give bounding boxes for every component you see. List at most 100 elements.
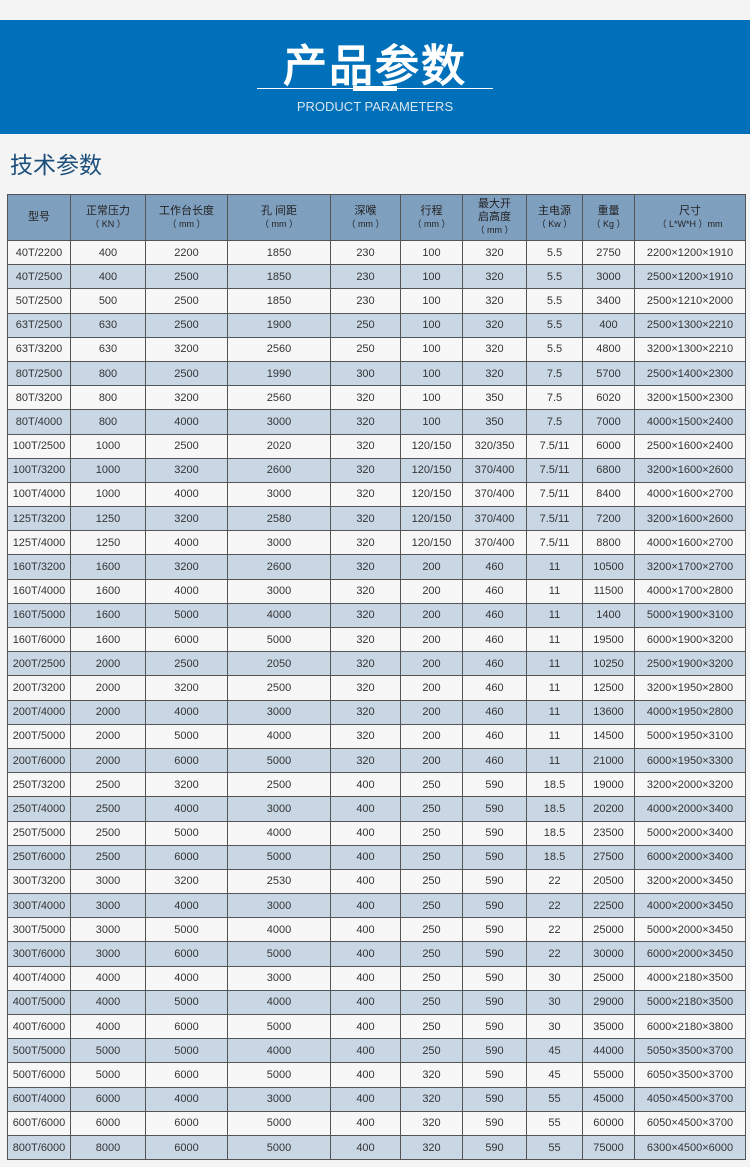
table-cell: 320 xyxy=(462,239,527,266)
table-cell: 3000 xyxy=(70,868,146,895)
table-cell: 30000 xyxy=(582,941,635,967)
table-cell: 11 xyxy=(526,651,583,677)
table-cell: 4000 xyxy=(145,796,228,822)
table-cell: 2500 xyxy=(227,772,331,798)
table-cell: 120/150 xyxy=(400,481,463,508)
table-cell: 1400 xyxy=(582,602,635,629)
table-cell: 8800 xyxy=(582,530,635,556)
table-row: 100T/2500 1000 2500 2020 320 120/150 320/350 7.… xyxy=(7,433,746,459)
table-cell: 250 xyxy=(400,868,463,895)
table-cell: 370/400 xyxy=(462,530,527,556)
table-cell: 1900 xyxy=(227,312,331,338)
column-header-unit: （ mm ） xyxy=(167,218,206,229)
table-cell: 3200 xyxy=(145,336,228,362)
table-cell: 2020 xyxy=(227,433,331,459)
table-cell: 250T/5000 xyxy=(7,820,71,846)
column-header-unit: （ mm ） xyxy=(475,225,514,235)
table-cell: 55 xyxy=(526,1134,583,1161)
table-cell: 400 xyxy=(330,965,401,991)
table-cell: 5000 xyxy=(227,941,331,967)
table-row: 160T/4000 1600 4000 3000 320 200 460 11 11500 400… xyxy=(7,578,746,604)
table-cell: 400 xyxy=(330,941,401,967)
table-cell: 250 xyxy=(400,1013,463,1040)
table-cell: 200T/2500 xyxy=(7,651,71,677)
table-row: 800T/6000 8000 6000 5000 400 320 590 55 75000 630… xyxy=(7,1134,746,1161)
table-cell: 200 xyxy=(400,675,463,701)
column-header: 主电源（ Kw ） xyxy=(526,194,583,241)
table-cell: 230 xyxy=(330,264,401,290)
table-cell: 100T/2500 xyxy=(7,433,71,459)
table-cell: 250 xyxy=(330,336,401,362)
table-cell: 4000 xyxy=(145,578,228,604)
table-cell: 3000 xyxy=(227,409,331,435)
table-cell: 800 xyxy=(70,360,146,387)
table-cell: 5000 xyxy=(70,1038,146,1064)
table-cell: 7.5 xyxy=(526,409,583,435)
table-cell: 4000 xyxy=(145,1086,228,1112)
table-row: 125T/4000 1250 4000 3000 320 120/150 370/400 7.… xyxy=(7,530,746,556)
table-cell: 590 xyxy=(462,844,527,870)
table-cell: 200 xyxy=(400,602,463,629)
table-cell: 460 xyxy=(462,626,527,653)
table-cell: 200 xyxy=(400,651,463,677)
table-cell: 23500 xyxy=(582,820,635,846)
table-cell: 320 xyxy=(330,699,401,725)
table-cell: 35000 xyxy=(582,1013,635,1040)
table-cell: 2200 xyxy=(145,239,228,266)
table-cell: 160T/3200 xyxy=(7,554,71,580)
table-row: 300T/4000 3000 4000 3000 400 250 590 22 22500 400… xyxy=(7,893,746,919)
table-cell: 4000 xyxy=(227,989,331,1016)
table-row: 40T/2500 400 2500 1850 230 100 320 5.5 3000 2500×… xyxy=(7,264,746,290)
table-cell: 6000×2000×3400 xyxy=(634,844,746,870)
table-cell: 100 xyxy=(400,239,463,266)
table-cell: 4000 xyxy=(145,481,228,508)
table-cell: 30 xyxy=(526,965,583,991)
table-cell: 40T/2500 xyxy=(7,264,71,290)
table-cell: 250 xyxy=(400,820,463,846)
table-cell: 3000 xyxy=(227,893,331,919)
table-cell: 2500 xyxy=(145,651,228,677)
table-cell: 400 xyxy=(330,893,401,919)
table-cell: 350 xyxy=(462,409,527,435)
table-cell: 10250 xyxy=(582,651,635,677)
table-cell: 400 xyxy=(330,989,401,1016)
table-cell: 460 xyxy=(462,675,527,701)
table-cell: 400 xyxy=(330,1086,401,1112)
table-cell: 6000 xyxy=(145,747,228,774)
table-cell: 590 xyxy=(462,917,527,943)
table-cell: 4050×4500×3700 xyxy=(634,1086,746,1112)
table-cell: 6000 xyxy=(145,626,228,653)
table-cell: 2000 xyxy=(70,651,146,677)
table-cell: 5000×2000×3400 xyxy=(634,820,746,846)
table-cell: 55 xyxy=(526,1110,583,1136)
table-cell: 590 xyxy=(462,868,527,895)
table-cell: 800 xyxy=(70,385,146,411)
table-cell: 1850 xyxy=(227,288,331,314)
table-cell: 6000 xyxy=(145,1062,228,1088)
table-cell: 300T/5000 xyxy=(7,917,71,943)
table-cell: 1850 xyxy=(227,239,331,266)
table-cell: 800T/6000 xyxy=(7,1134,71,1161)
table-cell: 460 xyxy=(462,699,527,725)
column-header-label: 型号 xyxy=(28,211,50,223)
table-cell: 630 xyxy=(70,312,146,338)
table-cell: 200T/4000 xyxy=(7,699,71,725)
table-cell: 120/150 xyxy=(400,506,463,532)
column-header: 深喉（ mm ） xyxy=(330,194,401,241)
table-cell: 590 xyxy=(462,1086,527,1112)
table-cell: 6000×2180×3800 xyxy=(634,1013,746,1040)
table-cell: 22 xyxy=(526,941,583,967)
table-cell: 590 xyxy=(462,820,527,846)
column-header-label: 重量 xyxy=(597,204,620,217)
table-cell: 460 xyxy=(462,747,527,774)
table-cell: 5000 xyxy=(227,844,331,870)
table-row: 250T/6000 2500 6000 5000 400 250 590 18.5 27500 6… xyxy=(7,844,746,870)
table-cell: 2050 xyxy=(227,651,331,677)
table-cell: 2500×1900×3200 xyxy=(634,651,746,677)
table-cell: 3000 xyxy=(227,578,331,604)
table-cell: 19000 xyxy=(582,772,635,798)
table-cell: 3200 xyxy=(145,675,228,701)
table-cell: 5000 xyxy=(227,1134,331,1161)
table-cell: 2530 xyxy=(227,868,331,895)
table-cell: 3000 xyxy=(70,917,146,943)
